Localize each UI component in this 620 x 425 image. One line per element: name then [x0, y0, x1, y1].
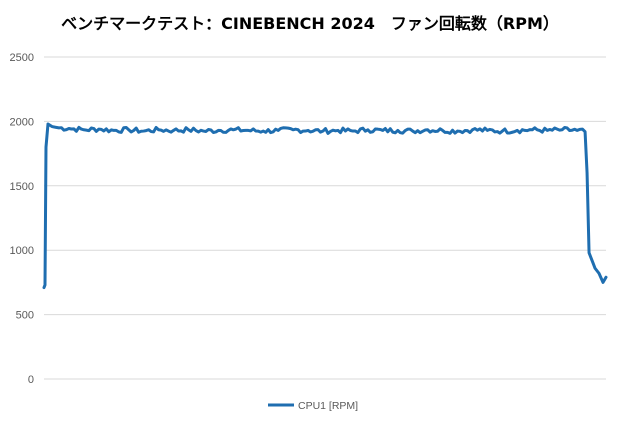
legend: CPU1 [RPM]	[268, 400, 358, 412]
series-layer	[42, 122, 608, 290]
y-axis-ticks: 0 500 1000 1500 2000 2500	[10, 52, 34, 386]
legend-label: CPU1 [RPM]	[298, 400, 358, 412]
y-tick-label: 2500	[10, 52, 34, 64]
y-tick-label: 0	[28, 374, 34, 386]
chart-title: ベンチマークテスト：CINEBENCH 2024 ファン回転数（RPM）	[61, 14, 559, 33]
y-tick-label: 2000	[10, 116, 34, 128]
y-tick-label: 500	[16, 310, 34, 322]
series-line-cpu1	[42, 122, 608, 290]
gridlines	[44, 56, 606, 380]
y-tick-label: 1500	[10, 181, 34, 193]
y-tick-label: 1000	[10, 245, 34, 257]
